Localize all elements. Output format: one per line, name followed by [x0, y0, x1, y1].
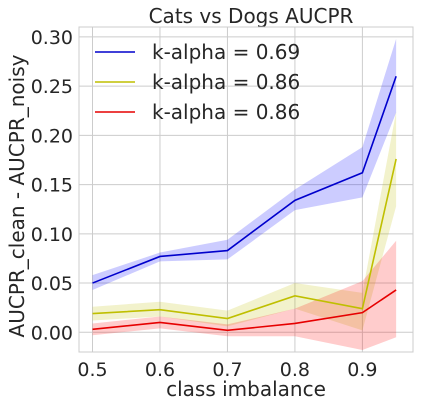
x-tick-label: 0.5 — [77, 359, 107, 381]
x-tick-label: 0.7 — [212, 359, 242, 381]
series-3-line — [92, 289, 397, 332]
x-tick-label: 0.8 — [280, 359, 310, 381]
y-tick-label: 0.10 — [31, 224, 73, 246]
series-1-band — [92, 38, 397, 290]
legend: k-alpha = 0.69 k-alpha = 0.86 k-alpha = 0.… — [95, 40, 300, 124]
x-axis-label: class imbalance — [166, 377, 326, 401]
y-axis-label: AUCPR_clean - AUCPR_noisy — [5, 54, 29, 337]
series-1-line — [92, 75, 397, 284]
series-3-band — [92, 240, 397, 351]
y-tick-label: 0.25 — [31, 76, 73, 98]
grid — [79, 27, 413, 352]
series-2-line — [92, 158, 397, 320]
y-tick-label: 0.05 — [31, 273, 73, 295]
y-tick-label: 0.30 — [31, 27, 73, 49]
x-tick-label: 0.6 — [145, 359, 175, 381]
legend-label: k-alpha = 0.86 — [152, 100, 300, 124]
y-tick-label: 0.15 — [31, 175, 73, 197]
legend-label: k-alpha = 0.86 — [152, 70, 300, 94]
series-lines — [92, 75, 397, 332]
plot-frame — [78, 26, 414, 353]
x-tick-label: 0.9 — [347, 359, 377, 381]
chart-title: Cats vs Dogs AUCPR — [149, 4, 354, 28]
y-tick-label: 0.20 — [31, 125, 73, 147]
series-2-band — [92, 111, 397, 331]
y-tick-label: 0.00 — [31, 322, 73, 344]
x-ticks: 0.5 0.6 0.7 0.8 0.9 — [77, 359, 377, 381]
y-ticks: 0.00 0.05 0.10 0.15 0.20 0.25 0.30 — [31, 27, 73, 344]
legend-label: k-alpha = 0.69 — [152, 40, 300, 64]
